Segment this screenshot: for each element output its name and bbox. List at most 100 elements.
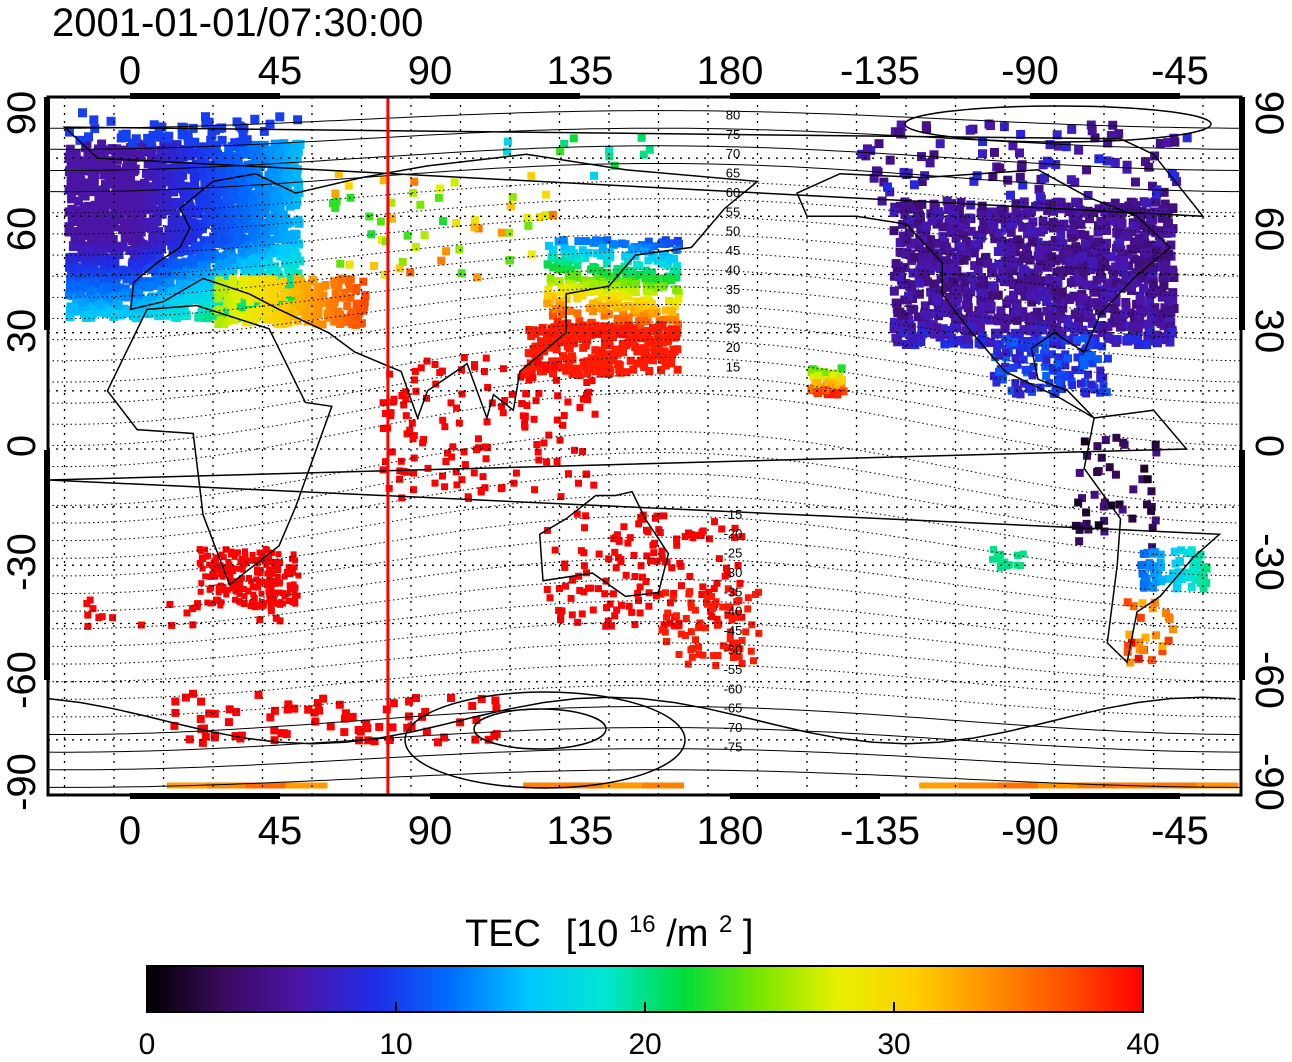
tec-cell: [995, 164, 1004, 173]
tec-cell: [547, 274, 555, 282]
tec-cell: [640, 363, 648, 371]
tec-cell: [587, 266, 595, 274]
tec-cell: [579, 322, 587, 330]
tec-cell: [471, 361, 478, 368]
tec-cell: [583, 392, 590, 399]
tec-cell: [909, 305, 918, 314]
tec-cell: [342, 709, 350, 717]
tec-cell: [100, 239, 109, 248]
tec-cell: [1089, 208, 1098, 217]
tec-cell: [1151, 198, 1160, 207]
tec-cell: [241, 600, 248, 607]
tec-cell: [1072, 522, 1080, 530]
tec-cell: [442, 247, 450, 255]
tec-cell: [1065, 295, 1074, 304]
tec-cell: [234, 231, 243, 240]
tec-cell: [219, 287, 227, 295]
tec-cell: [109, 244, 118, 253]
tec-cell: [545, 242, 553, 250]
tec-cell: [1018, 160, 1027, 169]
tec-cell: [978, 149, 987, 158]
tec-cell: [1188, 546, 1196, 554]
tec-cell: [1148, 656, 1156, 664]
tec-cell: [127, 188, 136, 197]
tec-cell: [682, 632, 689, 639]
tec-cell: [688, 531, 695, 538]
tec-cell: [1121, 298, 1130, 307]
tec-cell: [608, 354, 616, 362]
tec-cell: [184, 137, 193, 146]
tec-cell: [452, 219, 460, 227]
tec-cell: [1016, 173, 1025, 182]
tec-cell: [1038, 326, 1047, 335]
tec-cell: [997, 207, 1006, 216]
tec-cell: [160, 177, 169, 186]
tec-cell: [581, 524, 588, 531]
tec-cell: [70, 282, 79, 291]
tec-cell: [711, 518, 718, 525]
tec-cell: [641, 349, 649, 357]
tec-cell: [293, 216, 302, 225]
tec-cell: [676, 651, 683, 658]
tec-cell: [173, 171, 182, 180]
tec-cell: [535, 449, 542, 456]
tec-cell: [1093, 468, 1101, 476]
tec-cell: [331, 189, 339, 197]
tec-cell: [273, 320, 281, 328]
tec-cell: [544, 337, 552, 345]
tec-cell: [233, 295, 241, 303]
tec-cell: [1009, 364, 1017, 372]
tec-cell: [281, 593, 287, 599]
tec-cell: [390, 399, 397, 406]
tec-cell: [909, 269, 918, 278]
tec-cell: [273, 559, 279, 565]
tec-cell: [670, 595, 677, 602]
tec-cell: [204, 251, 213, 260]
tec-cell: [449, 443, 456, 450]
tec-cell: [109, 614, 116, 621]
tec-cell: [1049, 220, 1058, 229]
tec-cell: [121, 308, 130, 317]
tec-cell: [292, 595, 298, 601]
tec-cell: [331, 204, 339, 212]
tec-cell: [225, 219, 234, 228]
tec-cell: [1166, 308, 1175, 317]
tec-cell: [205, 709, 213, 717]
tec-cell: [95, 300, 104, 309]
tec-cell: [900, 168, 909, 177]
tec-cell: [500, 365, 507, 372]
tec-cell: [1015, 283, 1024, 292]
tec-cell: [669, 266, 677, 274]
tec-cell: [962, 300, 971, 309]
tec-cell: [569, 577, 576, 584]
tec-cell: [543, 365, 550, 372]
tec-cell: [79, 282, 88, 291]
tec-cell: [1036, 228, 1045, 237]
tec-cell: [455, 246, 463, 254]
tec-cell: [1064, 249, 1073, 258]
tec-cell: [952, 297, 961, 306]
tec-cell: [590, 172, 598, 180]
tec-cell: [439, 417, 446, 424]
tec-cell: [200, 291, 209, 300]
tec-cell: [708, 593, 715, 600]
tec-cell: [154, 191, 163, 200]
tec-cell: [745, 594, 752, 601]
tec-cell: [621, 252, 629, 260]
tec-cell: [709, 605, 716, 612]
tec-cell: [270, 590, 276, 596]
tec-cell: [531, 486, 538, 493]
tec-cell: [390, 699, 398, 707]
tec-cell: [1071, 309, 1080, 318]
tec-cell: [687, 646, 694, 653]
tec-cell: [521, 424, 528, 431]
tec-cell: [293, 584, 299, 590]
tec-cell: [347, 312, 355, 320]
tec-cell: [184, 296, 193, 305]
tec-cell: [1056, 231, 1065, 240]
tec-cell: [952, 336, 961, 345]
tec-cell: [257, 239, 266, 248]
tec-cell: [197, 698, 205, 706]
tec-cell: [1140, 550, 1148, 558]
tec-cell: [714, 652, 721, 659]
